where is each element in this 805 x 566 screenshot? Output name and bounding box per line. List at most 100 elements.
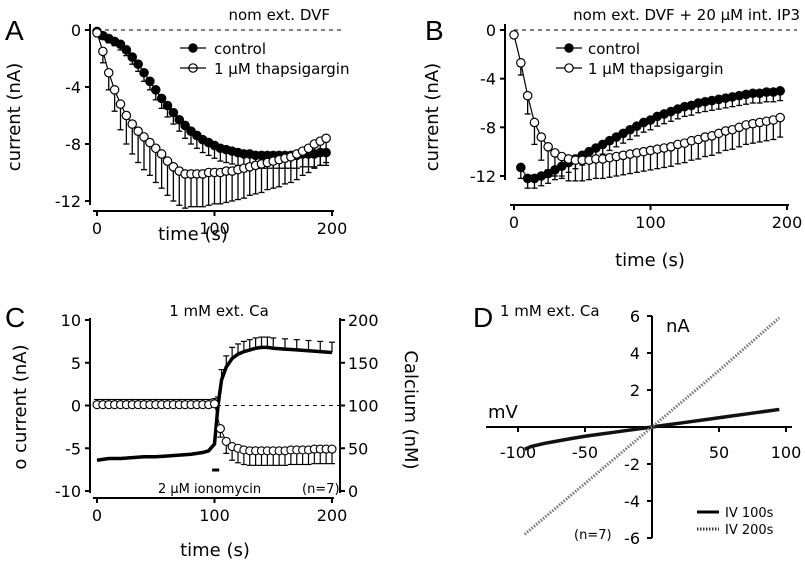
y-tick-label-left: -5 [65, 439, 81, 458]
data-point [775, 86, 785, 96]
y-tick-label: -4 [65, 78, 81, 97]
y-tick-label-left: 5 [71, 354, 81, 373]
data-point [115, 39, 126, 50]
data-point [98, 46, 108, 57]
data-point [775, 112, 785, 123]
panel-d-ylabel: nA [666, 316, 690, 337]
data-point [215, 424, 225, 434]
legend-label-iv-200s: IV 200s [725, 523, 774, 538]
panel-b-xlabel: time (s) [615, 250, 685, 271]
panel-a-ylabel: current (nA) [4, 63, 25, 171]
panel-d-title: 1 mM ext. Ca [500, 302, 600, 320]
x-tick-label: 100 [199, 506, 230, 525]
panel-a-xlabel: time (s) [158, 224, 228, 245]
data-point [209, 399, 220, 409]
data-point [529, 117, 540, 128]
y-tick-label: -12 [470, 167, 496, 186]
data-point [127, 119, 138, 129]
data-point [133, 126, 143, 136]
data-point [145, 137, 155, 148]
data-point [180, 120, 190, 131]
y-tick-label-right: 150 [348, 354, 379, 373]
data-point [121, 110, 132, 121]
data-point [145, 76, 155, 87]
data-point [92, 28, 102, 38]
x-tick-label: 100 [771, 443, 802, 462]
series-line [96, 30, 327, 156]
data-point [156, 149, 167, 159]
x-tick-label: 100 [199, 219, 230, 238]
x-tick-label: -50 [572, 443, 598, 462]
x-tick-label: 200 [317, 219, 348, 238]
data-point [162, 100, 173, 111]
legend-label-control: control [588, 40, 640, 58]
y-tick-label: 0 [486, 21, 496, 40]
panel-letter-a: A [5, 15, 24, 46]
x-tick-label: 100 [635, 213, 666, 232]
data-point [174, 114, 185, 125]
y-tick-label-right: 100 [348, 397, 379, 416]
data-point [162, 156, 173, 166]
panel-b-ylabel: current (nA) [422, 63, 443, 171]
y-tick-label-right: 200 [348, 311, 379, 330]
data-point [121, 45, 132, 55]
y-tick-label: -6 [624, 529, 640, 548]
y-tick-label: -2 [624, 455, 640, 474]
data-point [327, 444, 337, 454]
data-point [103, 67, 114, 78]
series-line-calcium [96, 345, 333, 462]
data-point [522, 90, 533, 101]
y-tick-label-left: -10 [55, 482, 81, 501]
data-point [133, 59, 143, 69]
y-tick-label: 4 [630, 344, 640, 363]
panel-letter-d: D [473, 302, 493, 333]
data-point [139, 67, 149, 78]
panel-c-title: 1 mM ext. Ca [169, 302, 269, 320]
legend-label-iv-100s: IV 100s [725, 506, 774, 521]
panel-letter-c: C [5, 302, 25, 333]
data-point [543, 142, 553, 152]
x-tick-label: 50 [709, 443, 729, 462]
data-point [139, 132, 149, 142]
y-tick-label: -8 [480, 118, 496, 137]
panel-c-ylabel: o current (nA) [10, 344, 31, 469]
y-tick-label-left: 0 [71, 397, 81, 416]
panel-d-xlabel: mV [488, 402, 519, 423]
x-tick-label: 0 [509, 213, 519, 232]
plot-area [509, 30, 785, 189]
y-tick-label-left: 10 [61, 311, 81, 330]
data-point [150, 143, 161, 154]
y-tick-label: -8 [65, 135, 81, 154]
data-point [321, 133, 331, 144]
panel-c-ylabel-right: Calcium (nM) [400, 350, 421, 469]
panel-c-xlabel: time (s) [180, 540, 250, 561]
y-tick-label: 0 [71, 21, 81, 40]
data-point [509, 30, 519, 40]
data-point [221, 436, 231, 446]
panel-letter-b: B [425, 15, 444, 46]
y-tick-label-right: 50 [348, 439, 368, 458]
ionomycin-label: 2 μM ionomycin [158, 482, 261, 497]
data-point [156, 93, 167, 104]
data-point [516, 162, 526, 173]
y-tick-label: 6 [630, 307, 640, 326]
x-tick-label: 0 [92, 219, 102, 238]
legend-label-control: control [214, 40, 266, 58]
legend-label-thapsigargin: 1 μM thapsigargin [588, 60, 723, 78]
n-label: (n=7) [574, 528, 612, 543]
data-point [168, 107, 179, 118]
panel-a-title: nom ext. DVF [229, 6, 331, 24]
series-line-iv-200s [523, 316, 781, 536]
panel-b-title: nom ext. DVF + 20 μM int. IP3 [573, 6, 800, 24]
data-point [536, 132, 547, 142]
x-tick-label: 200 [772, 213, 803, 232]
y-tick-label: -4 [480, 70, 496, 89]
y-tick-label: -4 [624, 492, 640, 511]
plot-area [92, 336, 337, 466]
legend-label-thapsigargin: 1 μM thapsigargin [214, 60, 349, 78]
data-point [516, 58, 526, 68]
y-tick-label: -12 [55, 192, 81, 211]
n-label: (n=7) [302, 482, 340, 497]
legend-marker-control [564, 43, 574, 53]
data-point [115, 99, 126, 109]
